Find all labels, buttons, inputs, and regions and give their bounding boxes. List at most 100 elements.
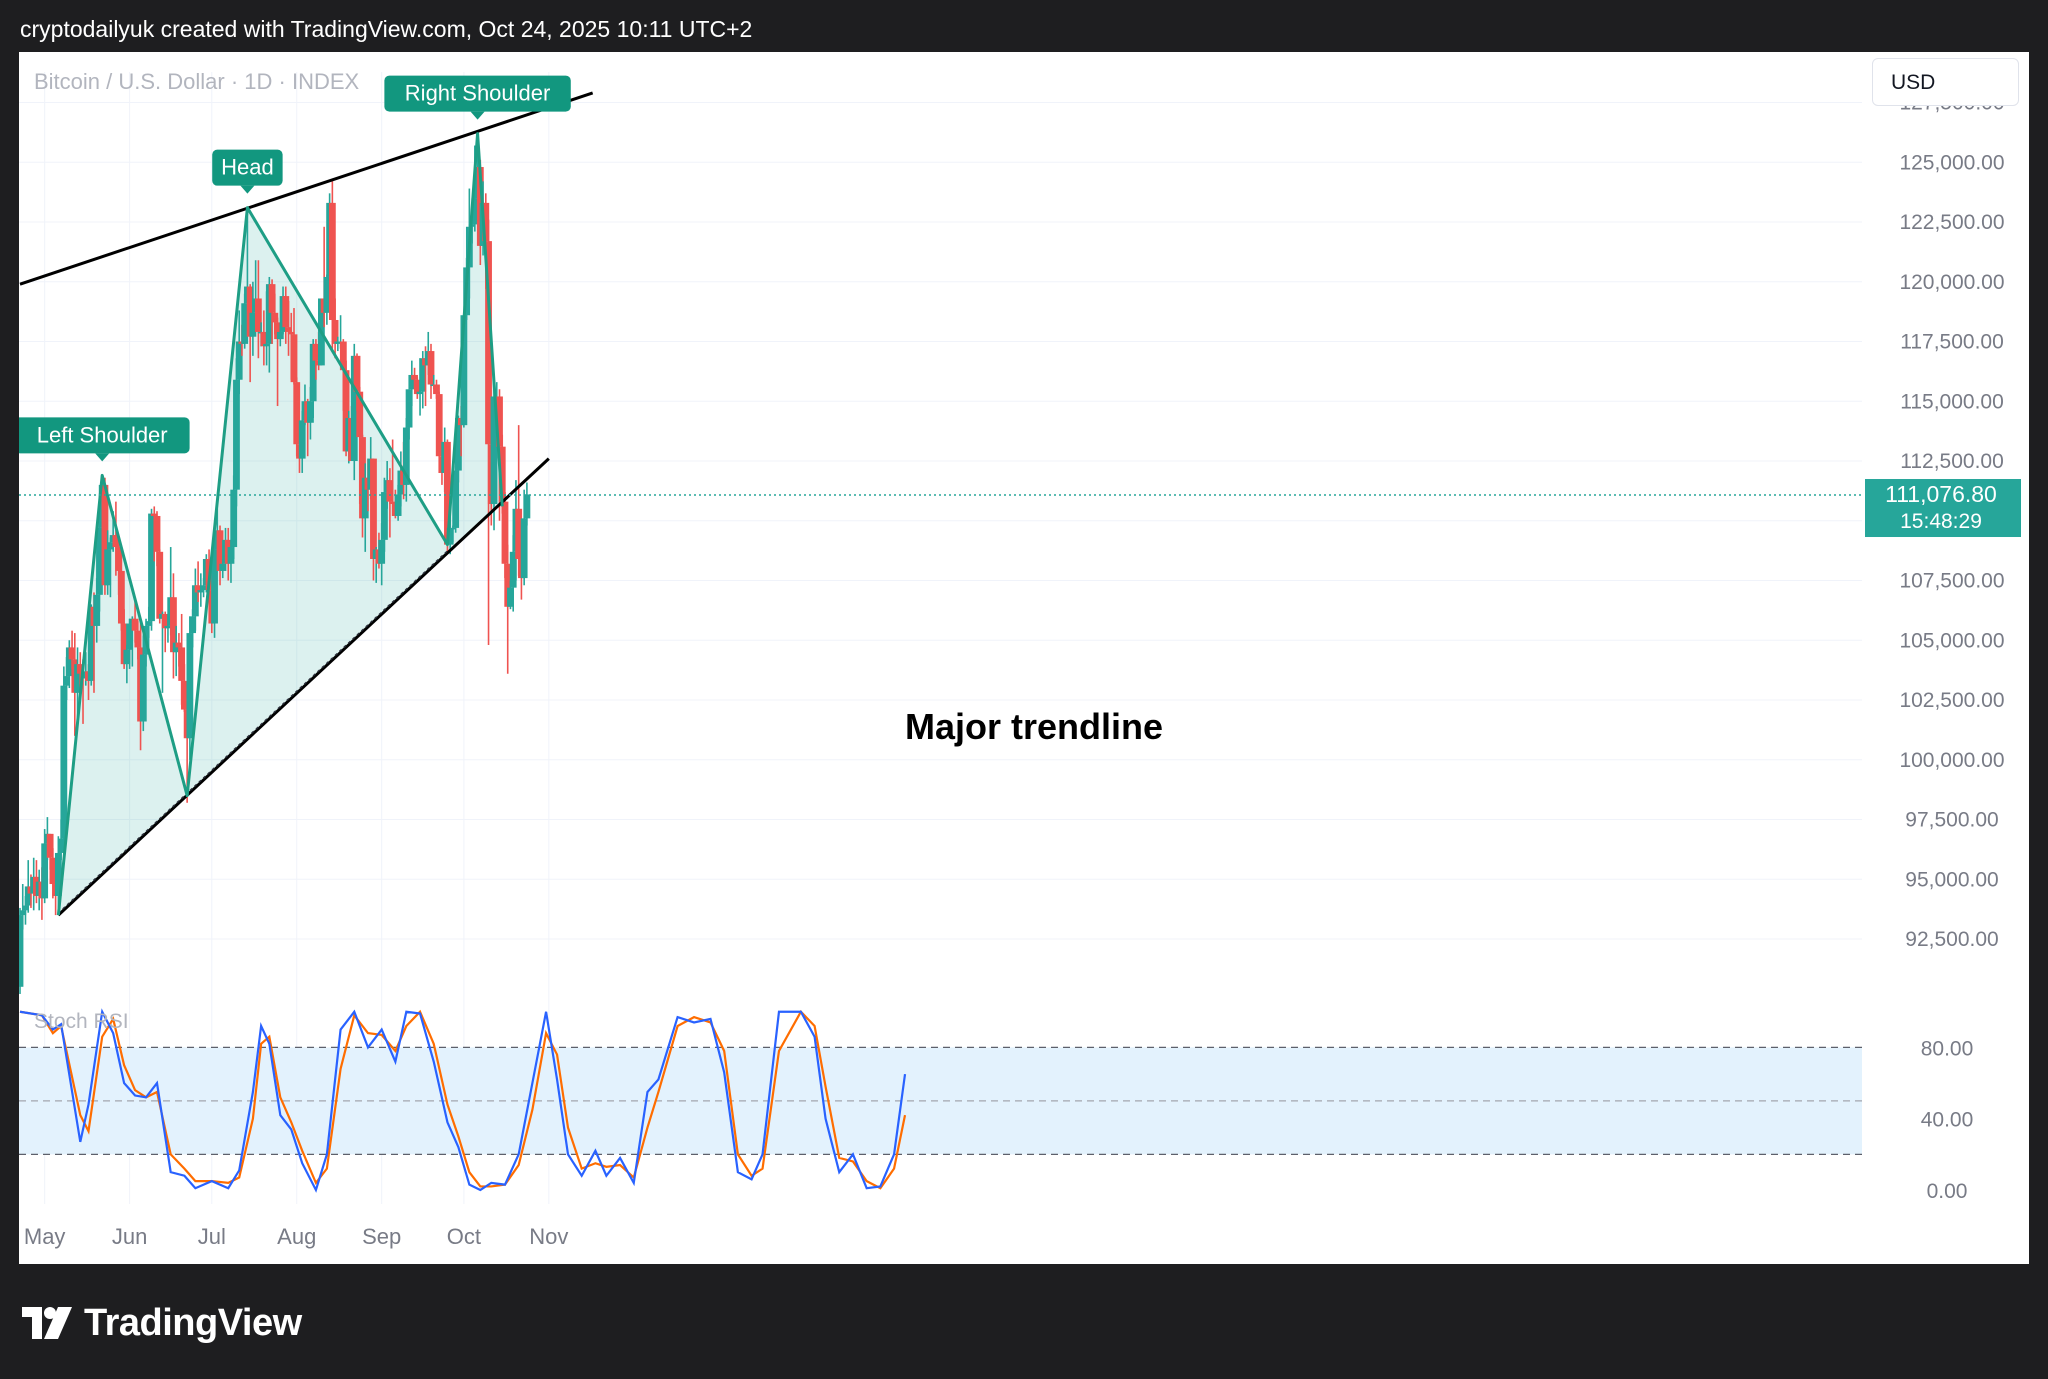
last-price-value: 111,076.80 bbox=[1885, 481, 1997, 507]
pattern-fill bbox=[58, 133, 503, 916]
candle-body bbox=[131, 618, 139, 631]
last-price-countdown: 15:48:29 bbox=[1900, 510, 1982, 533]
candle-body bbox=[411, 374, 418, 380]
candle-body bbox=[233, 379, 240, 490]
candle-body bbox=[170, 597, 177, 653]
candle-body bbox=[186, 633, 194, 739]
candle-body bbox=[57, 838, 65, 853]
candle-body bbox=[74, 664, 81, 693]
candle-body bbox=[265, 284, 273, 344]
price-axis-label: 120,000.00 bbox=[1899, 271, 2004, 294]
pattern-label-bg bbox=[212, 149, 283, 186]
time-axis-label: Jun bbox=[112, 1224, 147, 1249]
candle-body bbox=[189, 616, 197, 634]
candle-body bbox=[60, 685, 68, 839]
candle-body bbox=[361, 477, 369, 519]
major-trendline-dashed bbox=[57, 550, 448, 914]
candle-body bbox=[274, 322, 281, 340]
price-axis-label: 112,500.00 bbox=[1900, 450, 2004, 473]
currency-button[interactable]: USD bbox=[1872, 58, 2019, 106]
candle-body bbox=[309, 343, 317, 402]
candle-body bbox=[460, 315, 468, 426]
price-axis-label: 117,500.00 bbox=[1900, 331, 2004, 354]
candle-body bbox=[117, 570, 125, 624]
candle-body bbox=[254, 298, 262, 332]
chart-credit: cryptodailyuk created with TradingView.c… bbox=[20, 16, 753, 42]
candle-body bbox=[104, 549, 112, 586]
candle-body bbox=[197, 590, 205, 593]
candle-body bbox=[87, 606, 95, 681]
tradingview-brand: TradingView bbox=[84, 1301, 302, 1344]
candle-body bbox=[416, 391, 424, 395]
candle-body bbox=[290, 334, 298, 383]
candle-body bbox=[504, 563, 512, 607]
pattern-label-pointer bbox=[470, 111, 485, 120]
candle-body bbox=[455, 417, 462, 471]
candle-body bbox=[200, 585, 207, 591]
candle-body bbox=[54, 852, 62, 896]
candle-body bbox=[139, 654, 147, 722]
candle-body bbox=[402, 427, 410, 485]
candle-body bbox=[509, 551, 517, 588]
chart-panel[interactable]: Left Shoulder Head Right Shoulder Major tre… bbox=[19, 52, 2029, 1264]
candle-body bbox=[285, 327, 292, 332]
candle-body bbox=[523, 494, 531, 519]
candle-body bbox=[68, 647, 76, 660]
candle-body bbox=[378, 539, 386, 564]
candle-body bbox=[65, 647, 73, 677]
chart-canvas[interactable]: Left Shoulder Head Right Shoulder Major tre… bbox=[19, 52, 2029, 1264]
candle-body bbox=[24, 886, 32, 906]
candle-body bbox=[307, 401, 314, 423]
price-axis-label: 102,500.00 bbox=[1899, 689, 2004, 712]
candle-body bbox=[323, 276, 331, 313]
candle-body bbox=[287, 331, 295, 335]
price-axis-label: 95,000.00 bbox=[1905, 868, 1998, 891]
symbol-title: Bitcoin / U.S. Dollar · 1D · INDEX bbox=[34, 69, 360, 94]
pattern-label-2: Right Shoulder bbox=[384, 75, 571, 120]
time-axis-label: Sep bbox=[362, 1224, 401, 1249]
candle-body bbox=[507, 587, 514, 607]
stoch-axis-label: 0.00 bbox=[1927, 1180, 1968, 1203]
candle-body bbox=[246, 286, 254, 337]
candle-body bbox=[496, 396, 503, 447]
candle-body bbox=[101, 484, 109, 586]
candle-body bbox=[394, 494, 402, 516]
pattern-label-bg bbox=[19, 417, 190, 454]
candle-body bbox=[435, 394, 443, 457]
candle-body bbox=[120, 623, 128, 665]
time-axis-label: Jul bbox=[198, 1224, 226, 1249]
candle-body bbox=[49, 857, 57, 885]
candle-body bbox=[482, 202, 490, 242]
candle-body bbox=[145, 621, 153, 626]
candle-body bbox=[419, 358, 427, 392]
candle-body bbox=[471, 198, 479, 225]
candle-body bbox=[293, 382, 301, 445]
pattern-label-text: Right Shoulder bbox=[405, 81, 551, 106]
candle-body bbox=[433, 384, 440, 395]
candle-body bbox=[194, 585, 202, 593]
price-axis-label: 97,500.00 bbox=[1905, 809, 1998, 832]
time-axis-label: May bbox=[24, 1224, 66, 1249]
candle-body bbox=[331, 319, 339, 344]
candle-body bbox=[123, 649, 131, 665]
candle-body bbox=[148, 513, 155, 622]
pattern-label-pointer bbox=[240, 185, 255, 194]
price-axis-label: 105,000.00 bbox=[1899, 629, 2004, 652]
price-axis-label: 125,000.00 bbox=[1899, 151, 2004, 174]
major-trendline bbox=[57, 457, 550, 917]
candle-body bbox=[408, 374, 416, 390]
pattern-label-bg bbox=[384, 75, 571, 112]
candle-body bbox=[370, 458, 377, 559]
candle-body bbox=[381, 492, 388, 540]
candle-body bbox=[342, 370, 350, 452]
candle-body bbox=[444, 441, 451, 545]
candle-body bbox=[446, 527, 454, 545]
candle-body bbox=[227, 547, 235, 564]
candle-body bbox=[350, 355, 358, 461]
candle-body bbox=[249, 312, 257, 337]
last-price-box bbox=[1865, 479, 2021, 538]
candle-body bbox=[134, 630, 142, 648]
candle-body bbox=[46, 833, 54, 858]
candle-body bbox=[161, 613, 169, 629]
candle-body bbox=[405, 389, 413, 428]
